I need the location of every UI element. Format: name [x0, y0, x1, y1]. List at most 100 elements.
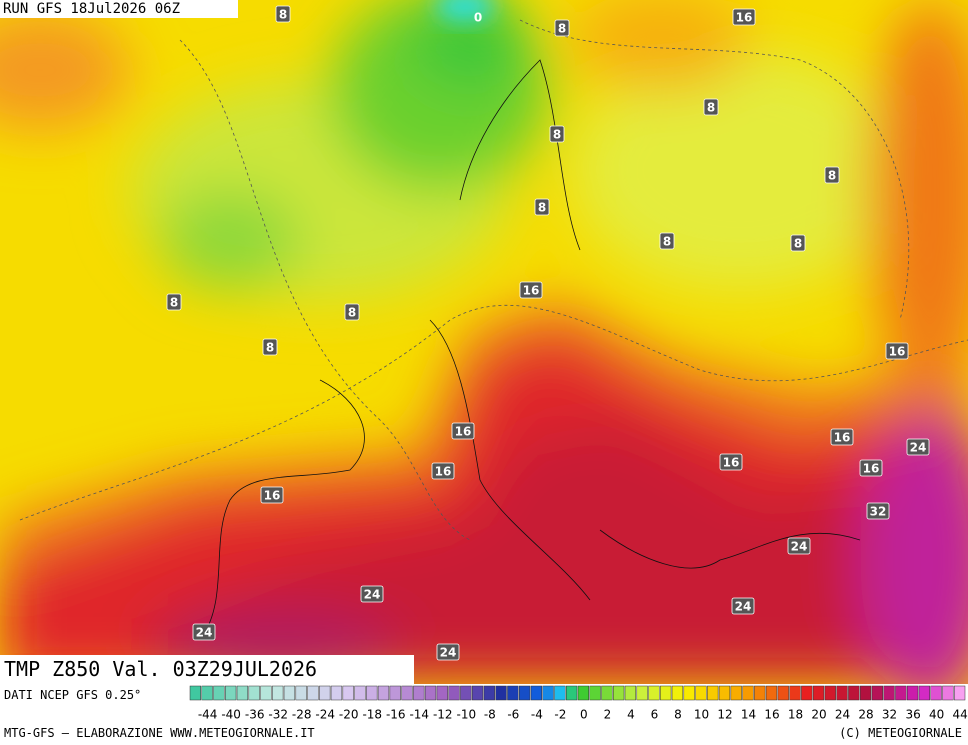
contour-label-box	[830, 428, 854, 446]
scale-cell	[824, 685, 836, 701]
temperature-map: 8 0 8 16 8 8 8 8 8 8 8 8 16 8 16 16 24 16 16 16 16 16 32 24 24 24…	[0, 0, 968, 684]
contour-lines	[19, 19, 968, 541]
contour-label-box	[732, 8, 756, 26]
scale-label: 40	[929, 708, 944, 722]
contour-label: 24	[910, 441, 927, 455]
map-title: TMP Z850 Val. 03Z29JUL2026	[0, 655, 414, 684]
contour-label: 24	[440, 646, 457, 660]
contour-label-box	[719, 453, 743, 471]
scale-cell	[389, 685, 401, 701]
scale-cell	[789, 685, 801, 701]
scale-cell	[260, 685, 272, 701]
scale-label: 18	[788, 708, 803, 722]
scale-label: -2	[554, 708, 566, 722]
scale-cell	[530, 685, 542, 701]
contour-label-box	[519, 281, 543, 299]
contour-label: 8	[538, 201, 546, 215]
scale-label: 8	[674, 708, 682, 722]
scale-cell	[848, 685, 860, 701]
scale-label: -44	[198, 708, 218, 722]
scale-label: -12	[433, 708, 453, 722]
contour-label: 16	[723, 456, 740, 470]
contour-label: 24	[791, 540, 808, 554]
scale-cell	[671, 685, 684, 701]
contour-label-box	[436, 643, 460, 661]
scale-cell	[330, 685, 343, 701]
scale-cell	[354, 685, 366, 701]
scale-cell	[577, 685, 590, 701]
contour-label: 8	[663, 235, 671, 249]
scale-cell	[471, 685, 484, 701]
contour-label-box	[659, 232, 675, 250]
scale-label: 12	[717, 708, 732, 722]
scale-cell	[777, 685, 789, 701]
scale-cell	[225, 685, 237, 701]
coastlines	[199, 59, 861, 641]
scale-cell	[906, 685, 919, 701]
contour-label-box	[260, 486, 284, 504]
contour-label-box	[431, 462, 455, 480]
contour-label-box	[790, 234, 806, 252]
contour-label-box	[787, 537, 811, 555]
contour-label: 16	[863, 462, 880, 476]
contour-label-box	[554, 19, 570, 37]
scale-cell	[460, 685, 472, 701]
scale-cell	[836, 685, 848, 701]
scale-label: 0	[580, 708, 588, 722]
color-scale: -44 -40 -36 -32 -28 -24 -20 -18 -16 -14 -12 -10 -8 -6…	[189, 685, 968, 722]
scale-cell	[660, 685, 672, 701]
contour-label-box	[824, 166, 840, 184]
scale-label: -8	[484, 708, 496, 722]
scale-label: 32	[882, 708, 897, 722]
contour-label-box	[275, 5, 291, 23]
scale-cell	[883, 685, 895, 701]
scale-cell	[319, 685, 331, 701]
scale-label: 2	[604, 708, 612, 722]
contour-label: 16	[455, 425, 472, 439]
scale-cell	[730, 685, 742, 701]
contour-label: 8	[348, 306, 356, 320]
scale-label: -10	[456, 708, 476, 722]
data-source: DATI NCEP GFS 0.25°	[4, 688, 142, 702]
scale-label: -18	[362, 708, 382, 722]
contour-label: 16	[834, 431, 851, 445]
credit: MTG-GFS — ELABORAZIONE WWW.METEOGIORNALE…	[4, 726, 315, 740]
scale-label: -6	[507, 708, 519, 722]
contour-label-box	[866, 502, 890, 520]
scale-cell	[248, 685, 260, 701]
scale-label: -40	[221, 708, 241, 722]
contour-label-box	[360, 585, 384, 603]
contour-label-box	[549, 125, 565, 143]
scale-cell	[483, 685, 495, 701]
scale-cell	[601, 685, 613, 701]
scale-cell	[636, 685, 648, 701]
run-info: RUN GFS 18Jul2026 06Z	[0, 0, 238, 18]
contour-label: 16	[435, 465, 452, 479]
contour-label: 16	[523, 284, 540, 298]
contour-label: 0	[474, 11, 482, 25]
scale-cell	[236, 685, 249, 701]
scale-label: -36	[245, 708, 265, 722]
scale-cell	[495, 685, 507, 701]
scale-cell	[895, 685, 907, 701]
scale-cell	[554, 685, 566, 701]
scale-cell	[707, 685, 719, 701]
scale-label: -28	[292, 708, 312, 722]
scale-cell	[942, 685, 954, 701]
scale-label: -4	[531, 708, 543, 722]
scale-cell	[366, 685, 378, 701]
scale-label: -24	[315, 708, 335, 722]
contour-label: 16	[264, 489, 281, 503]
scale-cell	[754, 685, 766, 701]
scale-cell	[648, 685, 660, 701]
scale-label: 24	[835, 708, 850, 722]
contour-label: 8	[266, 341, 274, 355]
scale-cell	[507, 685, 519, 701]
contour-label: 16	[889, 345, 906, 359]
scale-cell	[295, 685, 307, 701]
contour-label-box	[262, 338, 278, 356]
contour-label-box	[906, 438, 930, 456]
scale-cell	[201, 685, 213, 701]
scale-label: 16	[764, 708, 779, 722]
scale-label: 28	[858, 708, 873, 722]
